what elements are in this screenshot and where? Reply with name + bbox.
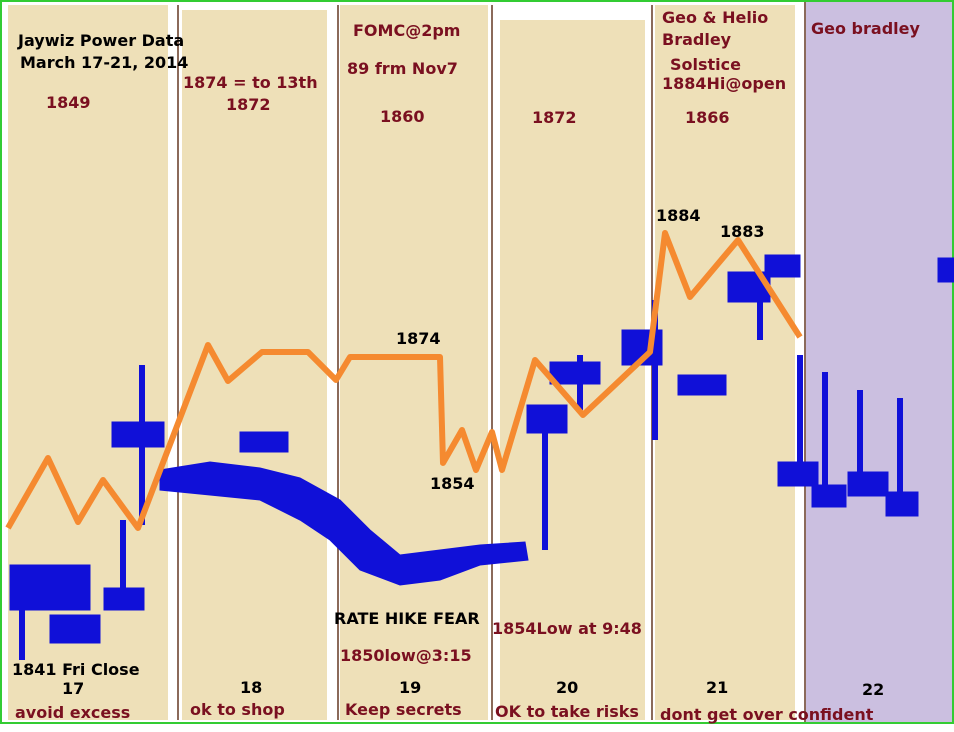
note: Solstice <box>670 55 741 74</box>
blob <box>677 374 727 396</box>
note: 1849 <box>46 93 91 112</box>
blob <box>764 254 801 278</box>
point-label: 1874 <box>396 329 441 348</box>
title: March 17-21, 2014 <box>20 53 188 72</box>
title: Jaywiz Power Data <box>17 31 184 50</box>
panel <box>182 10 327 720</box>
note: 89 frm Nov7 <box>347 59 458 78</box>
point-label: 1883 <box>720 222 765 241</box>
note: 1872 <box>226 95 271 114</box>
panel <box>8 5 168 720</box>
note: Geo & Helio <box>662 8 768 27</box>
note: 1854Low at 9:48 <box>492 619 642 638</box>
blob <box>847 471 889 497</box>
motto: ok to shop <box>190 700 285 719</box>
panel <box>340 5 488 720</box>
day-label: 19 <box>399 678 421 697</box>
note: 1841 Fri Close <box>12 660 140 679</box>
note: 1850low@3:15 <box>340 646 472 665</box>
motto: avoid excess <box>15 703 130 722</box>
note: RATE HIKE FEAR <box>334 609 480 628</box>
panel <box>806 0 954 722</box>
note: 1874 = to 13th <box>183 73 318 92</box>
point-label: 1884 <box>656 206 701 225</box>
note: 1860 <box>380 107 425 126</box>
blob <box>937 257 954 283</box>
panel <box>655 5 795 720</box>
day-label: 22 <box>862 680 884 699</box>
day-label: 17 <box>62 679 84 698</box>
blob <box>159 461 529 586</box>
day-label: 20 <box>556 678 578 697</box>
blob <box>549 361 601 385</box>
motto: Keep secrets <box>345 700 462 719</box>
note: Bradley <box>662 30 732 49</box>
note: Geo bradley <box>811 19 920 38</box>
note: FOMC@2pm <box>353 21 460 40</box>
blob <box>239 431 289 453</box>
day-label: 21 <box>706 678 728 697</box>
blob <box>111 421 165 448</box>
blob <box>811 484 847 508</box>
blob <box>49 614 101 644</box>
blob <box>885 491 919 517</box>
motto: OK to take risks <box>495 702 639 721</box>
note: 1884Hi@open <box>662 74 786 93</box>
day-label: 18 <box>240 678 262 697</box>
note: 1866 <box>685 108 730 127</box>
note: 1872 <box>532 108 577 127</box>
motto: dont get over confident <box>660 705 874 724</box>
power-blobs <box>9 254 954 660</box>
price-line <box>5 230 803 531</box>
point-label: 1854 <box>430 474 475 493</box>
